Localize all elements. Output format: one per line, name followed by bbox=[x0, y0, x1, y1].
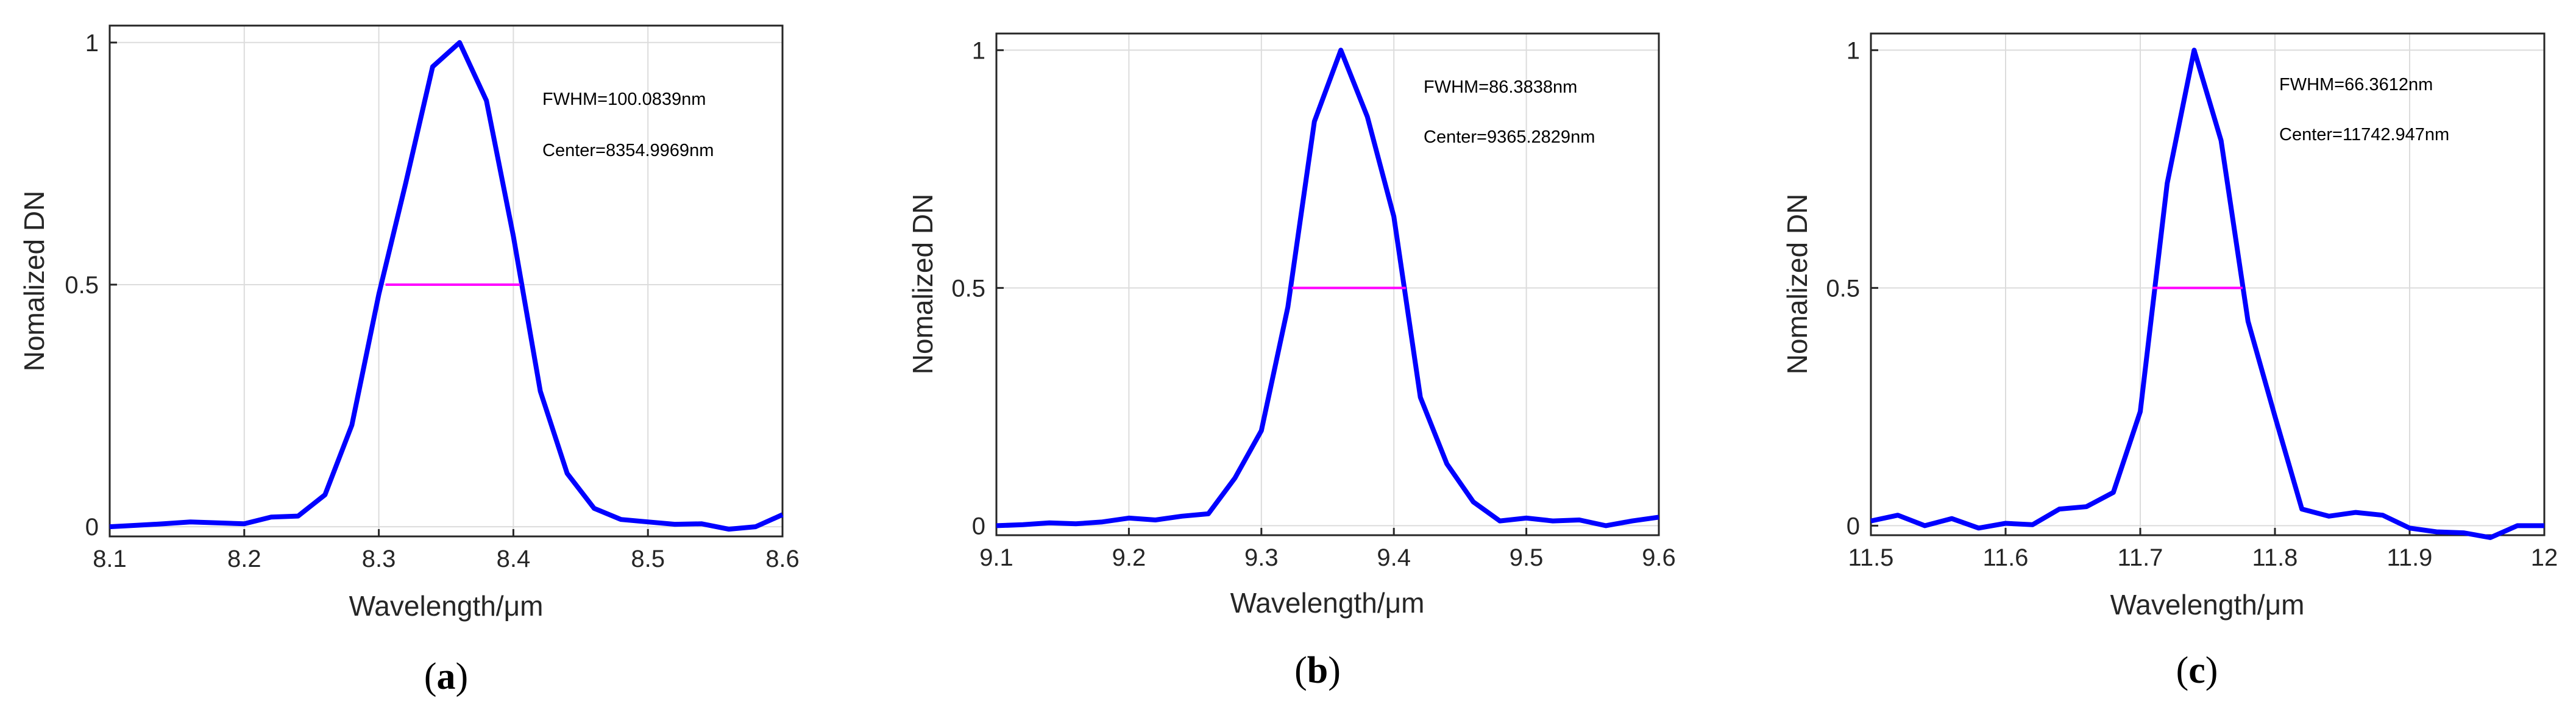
x-tick-label: 8.1 bbox=[93, 546, 127, 572]
y-tick-label: 0 bbox=[1847, 513, 1860, 539]
y-tick-label: 1 bbox=[85, 30, 99, 57]
plot-area bbox=[996, 34, 1659, 535]
fwhm-annotation: FWHM=66.3612nm bbox=[2279, 75, 2433, 94]
spectral-response-line bbox=[1870, 48, 2544, 540]
fwhm-annotation: FWHM=100.0839nm bbox=[542, 90, 706, 109]
x-axis-title: Wavelength/μm bbox=[1230, 587, 1425, 619]
panel-letter: a bbox=[437, 656, 456, 697]
spectral-response-line bbox=[109, 40, 784, 532]
x-tick-label: 9.6 bbox=[1642, 544, 1676, 571]
tick-labels: 9.1 9.2 9.3 9.4 9.5 9.6 0 0.5 1 bbox=[951, 37, 1675, 571]
center-annotation: Center=11742.947nm bbox=[2279, 125, 2449, 144]
spectral-response-line bbox=[996, 48, 1659, 528]
tick-labels: 8.1 8.2 8.3 8.4 8.5 8.6 0 0.5 1 bbox=[65, 30, 799, 572]
x-tick-label: 11.8 bbox=[2252, 544, 2298, 571]
axes-box bbox=[995, 32, 1660, 536]
x-tick-label: 11.9 bbox=[2387, 544, 2433, 571]
x-tick-label: 9.2 bbox=[1112, 544, 1146, 571]
panel-c: 11.5 11.6 11.7 11.8 11.9 12 0 0.5 1 FWHM=66.3612… bbox=[1781, 32, 2558, 691]
center-annotation: Center=8354.9969nm bbox=[542, 141, 714, 160]
plot-area bbox=[110, 26, 782, 536]
axes-box bbox=[1870, 32, 2546, 536]
y-tick-label: 1 bbox=[1847, 37, 1860, 64]
panel-label: (c) bbox=[2176, 650, 2218, 691]
ticks bbox=[995, 49, 1660, 535]
plot-area bbox=[1871, 34, 2544, 535]
x-tick-label: 8.4 bbox=[497, 546, 531, 572]
panel-b: 9.1 9.2 9.3 9.4 9.5 9.6 0 0.5 1 FWHM=86.3838nm C… bbox=[907, 32, 1676, 691]
x-tick-label: 9.5 bbox=[1510, 544, 1544, 571]
panel-letter: c bbox=[2188, 650, 2205, 691]
panel-a: 8.1 8.2 8.3 8.4 8.5 8.600.51 FWHM=100.0839nm … bbox=[18, 24, 800, 697]
panel-label: (b) bbox=[1294, 650, 1341, 691]
ticks bbox=[1870, 49, 2546, 535]
x-axis-title: Wavelength/μm bbox=[2110, 589, 2305, 621]
x-tick-label: 8.6 bbox=[765, 546, 800, 572]
x-tick-label: 12 bbox=[2531, 544, 2558, 571]
x-tick-label: 9.3 bbox=[1244, 544, 1279, 571]
y-tick-label: 0 bbox=[85, 514, 99, 541]
y-axis-title: Nomalized DN bbox=[907, 194, 939, 375]
x-tick-label: 8.5 bbox=[631, 546, 665, 572]
y-tick-label: 0 bbox=[972, 513, 985, 539]
y-axis-title: Nomalized DN bbox=[18, 191, 50, 372]
x-axis-title: Wavelength/μm bbox=[349, 590, 544, 622]
x-tick-label: 11.6 bbox=[1983, 544, 2029, 571]
y-tick-label: 0.5 bbox=[1826, 275, 1860, 302]
axes-box bbox=[108, 24, 784, 538]
x-tick-label: 11.7 bbox=[2118, 544, 2163, 571]
y-axis-title: Nomalized DN bbox=[1781, 194, 1813, 375]
x-tick-label: 9.1 bbox=[979, 544, 1013, 571]
x-tick-label: 11.5 bbox=[1848, 544, 1894, 571]
y-tick-label: 0.5 bbox=[951, 275, 985, 302]
center-annotation: Center=9365.2829nm bbox=[1424, 127, 1595, 147]
panel-label: (a) bbox=[424, 656, 468, 697]
panel-letter: b bbox=[1307, 650, 1328, 691]
y-tick-label: 1 bbox=[972, 37, 985, 64]
tick-labels: 11.5 11.6 11.7 11.8 11.9 12 0 0.5 1 bbox=[1826, 37, 2558, 571]
x-tick-label: 8.2 bbox=[227, 546, 261, 572]
y-tick-label: 0.5 bbox=[65, 272, 99, 299]
fwhm-annotation: FWHM=86.3838nm bbox=[1424, 77, 1577, 97]
x-tick-label: 9.4 bbox=[1377, 544, 1411, 571]
x-tick-label: 8.3 bbox=[362, 546, 396, 572]
